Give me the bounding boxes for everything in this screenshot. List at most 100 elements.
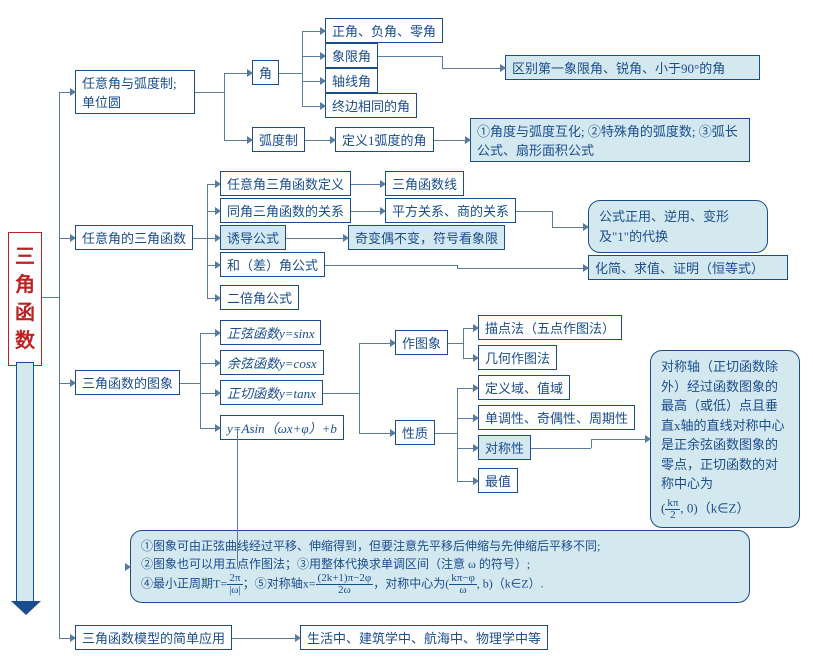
node-n17: 奇变偶不变，符号看象限: [348, 225, 505, 250]
node-n24: 余弦函数y=cosx: [220, 350, 324, 375]
connector: [286, 238, 348, 239]
node-n23: 正弦函数y=sinx: [220, 320, 321, 345]
connector: [59, 238, 60, 298]
connector: [552, 211, 553, 227]
node-n34: 最值: [478, 468, 518, 493]
connector: [323, 393, 359, 394]
connector: [516, 211, 552, 212]
node-n31: 定义域、值域: [478, 375, 570, 400]
node-n3: 正角、负角、零角: [325, 18, 443, 43]
connector: [457, 268, 589, 269]
arrowhead: [390, 339, 396, 347]
arrowhead: [500, 64, 506, 72]
connector: [42, 297, 59, 298]
arrowhead: [473, 354, 479, 362]
arrowhead: [473, 477, 479, 485]
node-n18: 和（差）角公式: [220, 252, 325, 277]
connector: [59, 297, 60, 638]
connector: [224, 73, 225, 93]
node-n15: 平方关系、商的关系: [385, 198, 516, 223]
arrowhead: [215, 294, 221, 302]
arrowhead: [320, 27, 326, 35]
connector: [237, 428, 238, 567]
arrowhead: [473, 414, 479, 422]
connector: [200, 383, 201, 428]
connector: [359, 393, 360, 433]
connector: [442, 68, 506, 69]
node-n27: 作图象: [395, 330, 448, 355]
connector: [195, 92, 224, 93]
arrowhead: [583, 223, 589, 231]
arrowhead: [215, 261, 221, 269]
node-n35-formula: (kπ2, 0)（k∈Z）: [661, 498, 789, 521]
arrowhead: [215, 359, 221, 367]
arrowhead: [473, 444, 479, 452]
arrowhead: [645, 435, 651, 443]
arrowhead: [70, 88, 76, 96]
arrowhead: [125, 563, 131, 571]
node-n32: 单调性、奇偶性、周期性: [478, 405, 635, 430]
node-n35: 对称轴（正切函数除外）经过函数图象的最高（或低）点且垂直x轴的直线对称中心是正余…: [650, 350, 800, 528]
arrowhead: [390, 429, 396, 437]
node-n30: 性质: [395, 420, 435, 445]
node-n38: 生活中、建筑学中、航海中、物理学中等: [300, 625, 548, 650]
node-n6: 终边相同的角: [325, 93, 417, 118]
node-n11: 任意角的三角函数: [75, 225, 193, 250]
connector: [378, 56, 442, 57]
connector: [193, 238, 207, 239]
connector: [302, 56, 303, 73]
arrowhead: [215, 329, 221, 337]
connector: [180, 383, 200, 384]
arrowhead: [473, 384, 479, 392]
node-n10: ①角度与弧度互化; ②特殊角的弧度数; ③弧长公式、扇形面积公式: [470, 118, 750, 162]
connector: [207, 238, 208, 298]
arrowhead: [70, 234, 76, 242]
connector: [224, 92, 225, 140]
connector: [448, 343, 463, 344]
connector: [200, 363, 201, 383]
arrowhead: [320, 52, 326, 60]
node-n8: 弧度制: [252, 127, 305, 152]
node-n12: 任意角三角函数定义: [220, 171, 351, 196]
node-n7: 区别第一象限角、锐角、小于90°的角: [505, 55, 760, 80]
node-n14: 同角三角函数的关系: [220, 198, 351, 223]
connector: [302, 73, 303, 106]
connector: [359, 343, 360, 393]
arrowhead: [247, 69, 253, 77]
connector: [435, 433, 457, 434]
arrowhead: [215, 424, 221, 432]
node-n25: 正切函数y=tanx: [220, 380, 323, 405]
arrowhead: [215, 234, 221, 242]
arrowhead: [215, 207, 221, 215]
node-n19: 二倍角公式: [220, 285, 299, 310]
arrowhead: [320, 77, 326, 85]
arrowhead: [583, 264, 589, 272]
node-n22: 三角函数的图象: [75, 370, 180, 395]
node-note36: ①图象可由正弦曲线经过平移、伸缩得到，但要注意先平移后伸缩与先伸缩后平移不同;②…: [130, 530, 750, 603]
node-n20: 公式正用、逆用、变形 及"1"的代换: [588, 200, 768, 253]
connector: [591, 439, 651, 440]
arrowhead: [380, 180, 386, 188]
connector: [463, 328, 464, 343]
arrowhead: [215, 180, 221, 188]
root-title: 三角函数: [8, 232, 42, 366]
node-n37: 三角函数模型的简单应用: [75, 625, 232, 650]
arrowhead: [247, 136, 253, 144]
connector: [457, 418, 458, 433]
node-n9: 定义1弧度的角: [335, 127, 434, 152]
node-n4: 象限角: [325, 43, 378, 68]
node-n5: 轴线角: [325, 68, 378, 93]
arrowhead: [380, 207, 386, 215]
arrowhead: [70, 634, 76, 642]
arrowhead: [320, 102, 326, 110]
node-n21: 化简、求值、证明（恒等式）: [588, 255, 788, 280]
connector: [442, 56, 443, 68]
arrowhead: [70, 379, 76, 387]
root-arrow: [16, 362, 34, 602]
connector: [457, 433, 458, 481]
connector: [279, 73, 302, 74]
arrowhead: [465, 136, 471, 144]
arrowhead: [215, 389, 221, 397]
connector: [232, 638, 300, 639]
arrowhead: [343, 234, 349, 242]
